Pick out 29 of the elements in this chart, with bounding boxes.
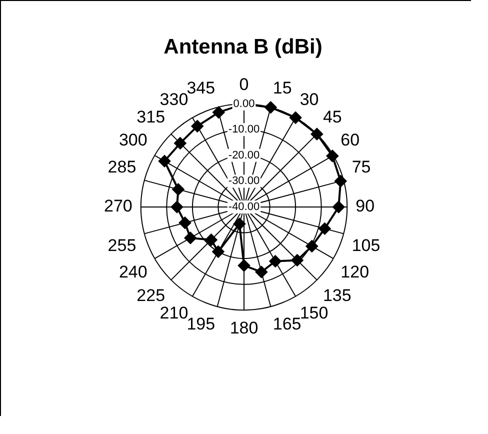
- spoke-label: 90: [356, 196, 375, 216]
- spoke-label: 180: [230, 318, 258, 338]
- spoke-label: 210: [160, 304, 188, 323]
- spoke-label: 255: [108, 236, 136, 255]
- y-tick-label: -30.00: [228, 175, 260, 188]
- y-tick-label: -40.00: [228, 201, 260, 214]
- spoke-label: 165: [272, 314, 302, 334]
- spoke-label: 300: [118, 130, 148, 150]
- spoke-label: 15: [272, 78, 292, 98]
- spoke-label: 330: [160, 90, 188, 109]
- spoke-label: 120: [340, 262, 370, 282]
- chart-title: Antenna B (dBi): [164, 35, 322, 58]
- y-tick-label: -10.00: [228, 124, 260, 136]
- spoke-label: 135: [322, 286, 352, 305]
- spoke-label: 60: [340, 130, 360, 150]
- spoke-label: 240: [118, 262, 148, 282]
- spoke-label: 105: [352, 236, 380, 255]
- spoke-label: 195: [186, 314, 216, 334]
- spoke-label: 150: [300, 304, 328, 323]
- spoke-label: 315: [136, 108, 166, 127]
- spoke-label: 225: [136, 286, 166, 305]
- spoke-label: 345: [186, 78, 216, 98]
- spoke-label: 75: [352, 158, 371, 177]
- spoke-label: 30: [300, 90, 319, 109]
- spoke-label: 0: [239, 74, 249, 94]
- spoke-label: 45: [322, 108, 342, 127]
- spoke-label: 270: [104, 196, 132, 216]
- spoke-label: 285: [108, 158, 136, 177]
- y-tick-label: -20.00: [228, 149, 260, 162]
